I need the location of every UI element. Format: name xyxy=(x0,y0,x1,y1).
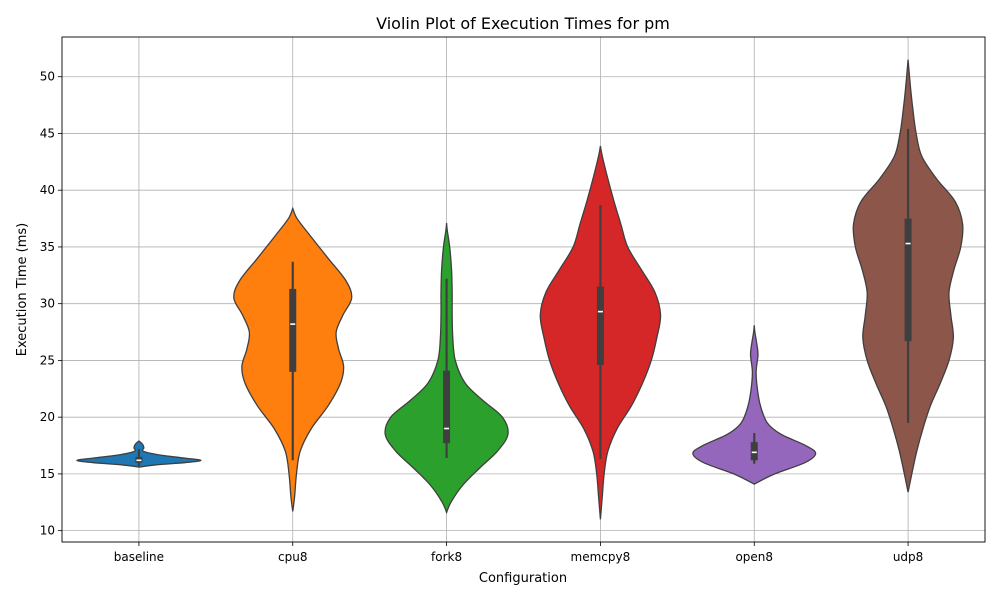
y-axis-label: Execution Time (ms) xyxy=(15,223,30,356)
x-axis-label: Configuration xyxy=(479,571,567,586)
x-tick-label: memcpy8 xyxy=(571,550,631,564)
chart-title: Violin Plot of Execution Times for pm xyxy=(376,14,670,33)
y-tick-label: 30 xyxy=(40,297,55,311)
y-tick-label: 50 xyxy=(40,70,55,84)
y-tick-label: 20 xyxy=(40,410,55,424)
y-tick-label: 25 xyxy=(40,353,55,367)
y-tick-label: 45 xyxy=(40,126,55,140)
violin-memcpy8 xyxy=(539,145,662,520)
x-axis-ticks: baseline cpu8 fork8 memcpy8 open8 udp8 xyxy=(114,542,923,564)
violin-box xyxy=(289,288,297,372)
y-tick-label: 40 xyxy=(40,183,55,197)
x-tick-label: baseline xyxy=(114,550,164,564)
x-tick-label: cpu8 xyxy=(278,550,307,564)
violins-layer xyxy=(76,59,964,520)
y-tick-label: 35 xyxy=(40,240,55,254)
violin-box xyxy=(596,286,604,365)
violin-body xyxy=(692,325,817,485)
violin-box xyxy=(443,370,451,444)
grid-lines xyxy=(62,37,985,542)
x-tick-label: udp8 xyxy=(893,550,923,564)
plot-frame xyxy=(61,36,986,543)
violin-baseline xyxy=(76,440,202,468)
violin-fork8 xyxy=(384,223,509,515)
y-tick-label: 15 xyxy=(40,467,55,481)
violin-udp8 xyxy=(852,59,964,493)
violin-open8 xyxy=(692,325,817,485)
x-tick-label: fork8 xyxy=(431,550,462,564)
y-tick-label: 10 xyxy=(40,524,55,538)
y-axis-ticks: 10 15 20 25 30 35 40 45 50 xyxy=(40,70,62,538)
violin-cpu8 xyxy=(233,206,353,512)
violin-box xyxy=(904,218,912,342)
x-tick-label: open8 xyxy=(735,550,773,564)
violin-box xyxy=(750,442,758,461)
